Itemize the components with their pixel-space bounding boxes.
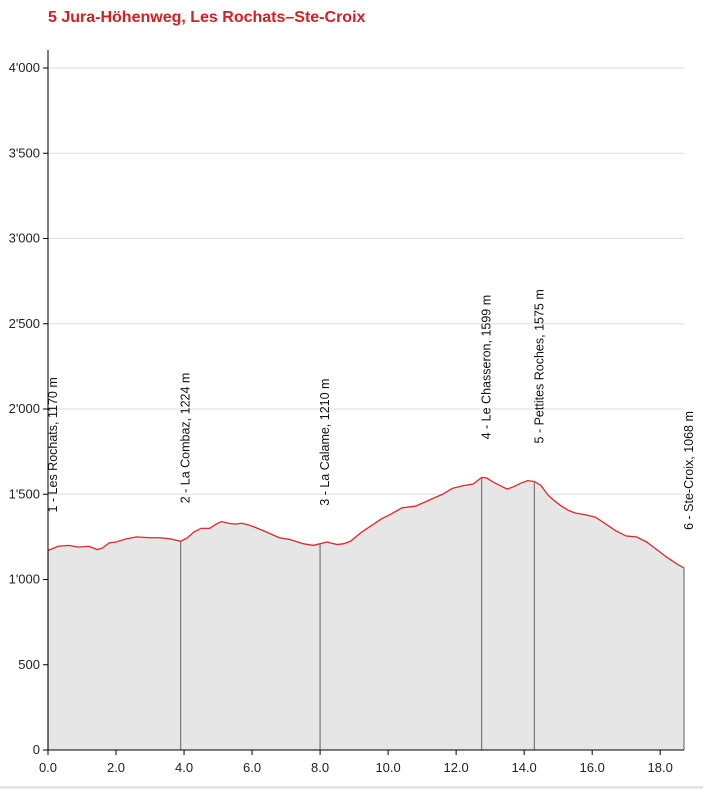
y-tick-label: 3'000 bbox=[9, 231, 40, 246]
x-tick-label: 14.0 bbox=[511, 760, 536, 775]
x-tick-label: 0.0 bbox=[39, 760, 57, 775]
waypoint-label: 1 - Les Rochats, 1170 m bbox=[46, 377, 60, 512]
y-tick-label: 1'500 bbox=[9, 486, 40, 501]
x-tick-label: 10.0 bbox=[375, 760, 400, 775]
x-tick-label: 12.0 bbox=[443, 760, 468, 775]
y-tick-label: 500 bbox=[18, 657, 40, 672]
y-tick-label: 3'500 bbox=[9, 145, 40, 160]
x-tick-label: 16.0 bbox=[580, 760, 605, 775]
y-tick-label: 1'000 bbox=[9, 572, 40, 587]
y-tick-label: 2'000 bbox=[9, 401, 40, 416]
waypoint-label: 5 - Pettites Roches, 1575 m bbox=[532, 289, 546, 443]
profile-fill bbox=[48, 477, 684, 750]
waypoint-label: 6 - Ste-Croix, 1068 m bbox=[682, 411, 696, 530]
waypoint-label: 4 - Le Chasseron, 1599 m bbox=[480, 295, 494, 440]
tick-labels: 0 500 1'000 1'500 2'000 2'500 3'000 3'500 4'000 1… bbox=[9, 60, 696, 775]
y-tick-label: 4'000 bbox=[9, 60, 40, 75]
y-tick-label: 2'500 bbox=[9, 316, 40, 331]
bottom-divider bbox=[0, 786, 703, 789]
waypoint-label: 2 - La Combaz, 1224 m bbox=[179, 373, 193, 504]
profile-line bbox=[47, 476, 685, 569]
page-title: 5 Jura-Höhenweg, Les Rochats–Ste-Croix bbox=[48, 9, 366, 26]
x-tick-label: 4.0 bbox=[175, 760, 193, 775]
profile-area bbox=[47, 476, 685, 750]
waypoint-label: 3 - La Calame, 1210 m bbox=[318, 379, 332, 506]
axes bbox=[43, 50, 684, 755]
x-tick-label: 8.0 bbox=[311, 760, 329, 775]
x-tick-label: 6.0 bbox=[243, 760, 261, 775]
x-tick-label: 2.0 bbox=[107, 760, 125, 775]
x-tick-label: 18.0 bbox=[648, 760, 673, 775]
y-tick-label: 0 bbox=[33, 742, 40, 757]
